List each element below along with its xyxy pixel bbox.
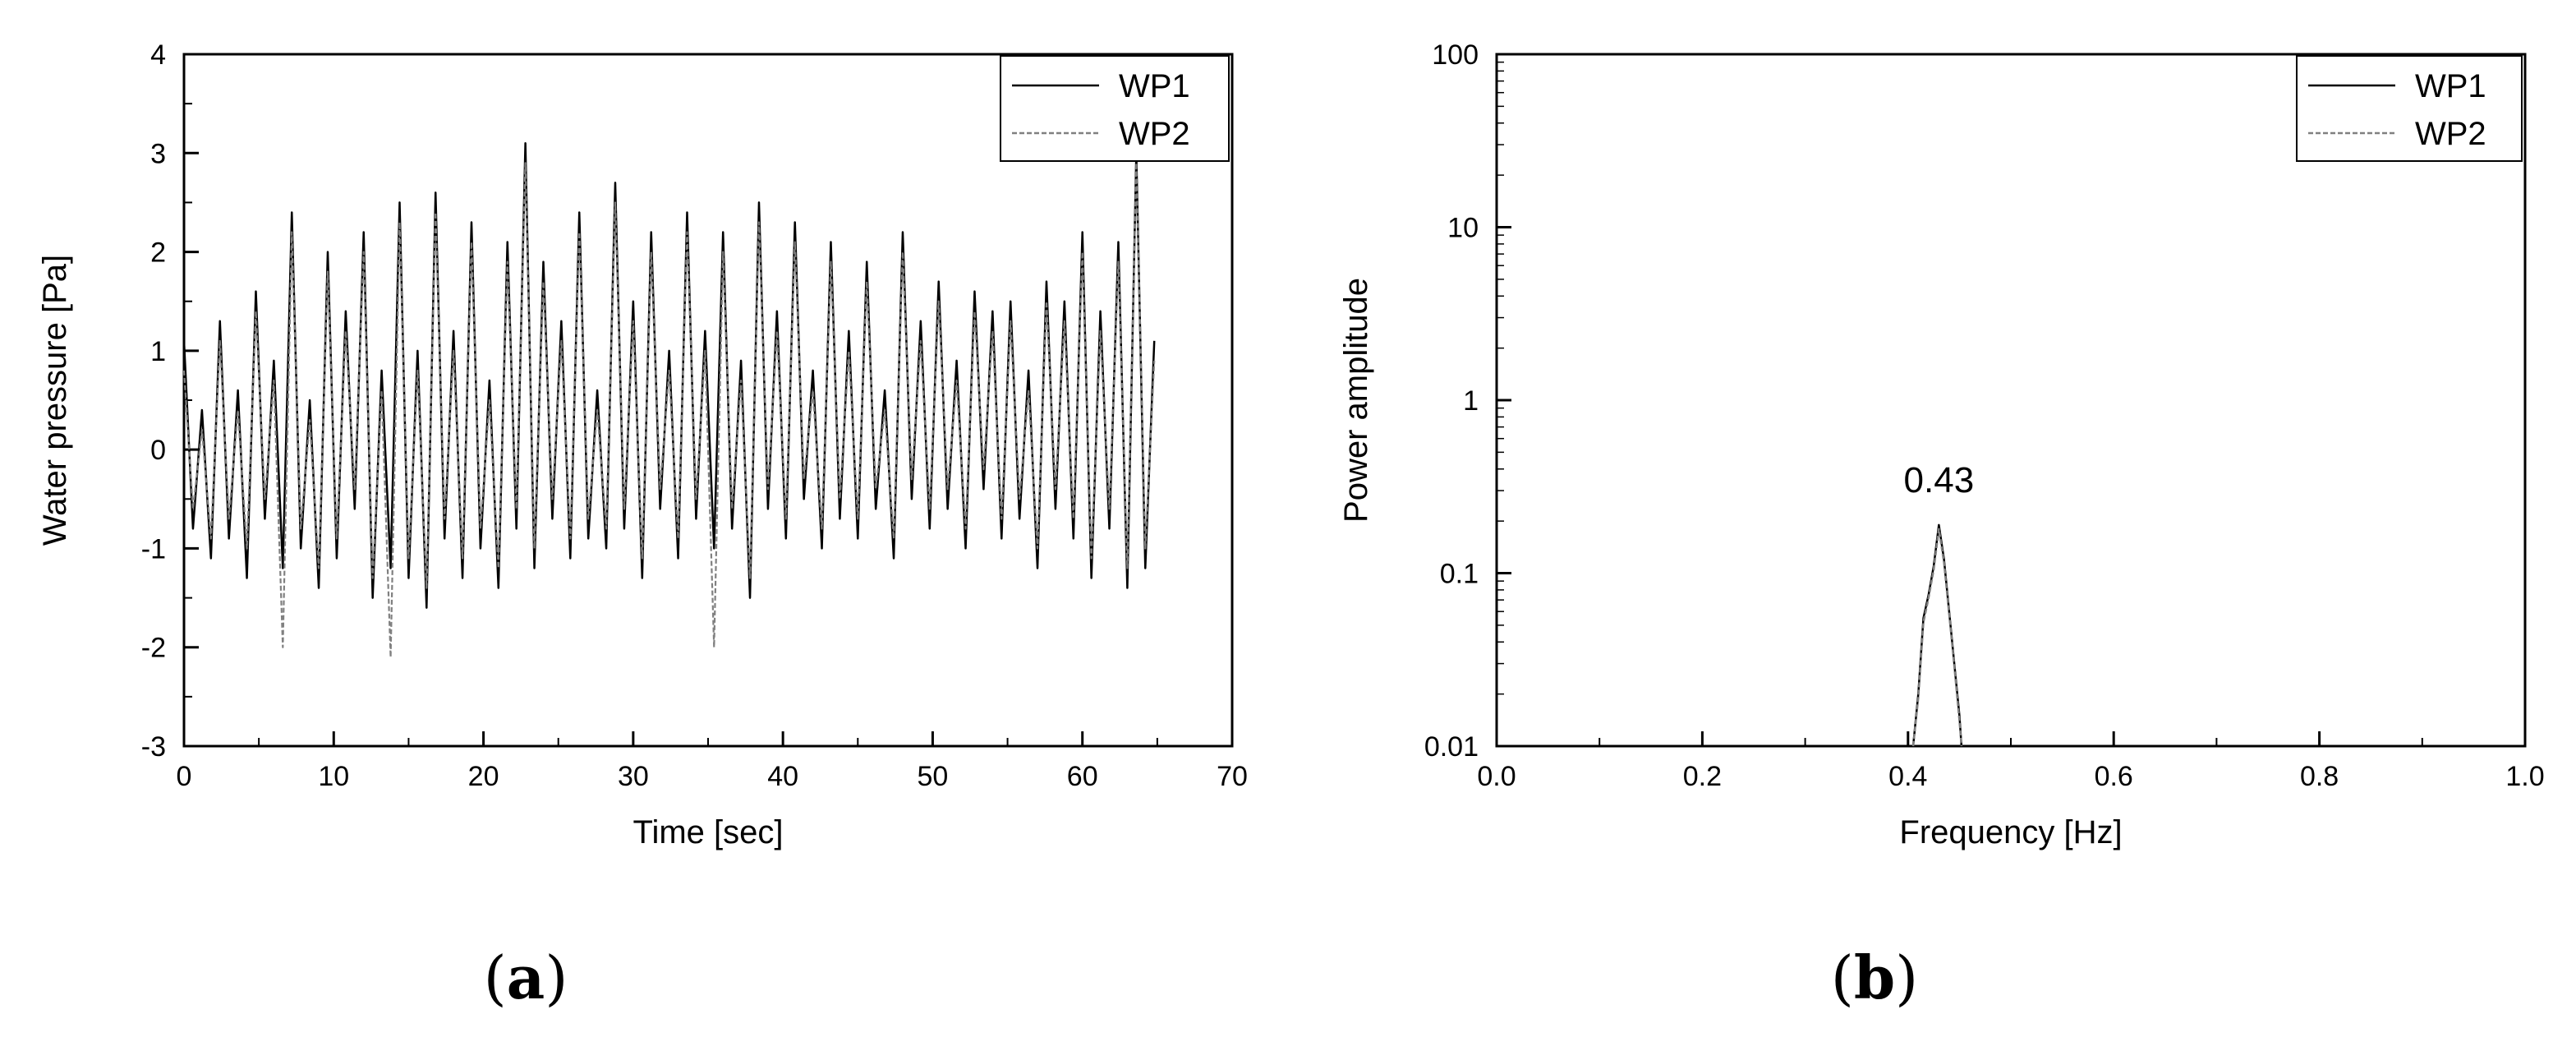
y-tick-label: 0.01 xyxy=(1424,731,1479,763)
peak-annotation: 0.43 xyxy=(1904,460,1975,500)
series-line-wp2 xyxy=(1911,528,1963,747)
panel-label-a: (a) xyxy=(484,943,568,1012)
x-tick-label: 0.4 xyxy=(1888,761,1927,792)
tick-labels: 0.0 0.2 0.4 0.6 0.8 1.0 0.01 0.1 1 10 100 xyxy=(1424,39,2545,792)
y-tick-label: 0 xyxy=(150,435,166,466)
tick-labels: 0 10 20 30 40 50 60 70 -3 -2 -1 0 1 2 3 4 xyxy=(141,39,1248,792)
legend-label-wp2: WP2 xyxy=(1119,116,1190,152)
x-axis-label: Frequency [Hz] xyxy=(1899,814,2122,850)
x-tick-label: 20 xyxy=(468,761,499,792)
x-tick-label: 0.0 xyxy=(1477,761,1516,792)
y-axis-label: Water pressure [Pa] xyxy=(37,255,73,546)
x-tick-label: 0.2 xyxy=(1683,761,1722,792)
y-tick-label: 2 xyxy=(150,237,166,269)
x-tick-label: 10 xyxy=(318,761,349,792)
legend-label-wp1: WP1 xyxy=(2415,68,2486,104)
y-tick-label: 1 xyxy=(1463,385,1479,417)
series-lines xyxy=(182,142,1156,658)
series-lines xyxy=(1911,523,1963,747)
y-tick-label: 4 xyxy=(150,39,166,71)
y-axis-label: Power amplitude xyxy=(1338,278,1374,523)
y-tick-label: 3 xyxy=(150,138,166,169)
legend-box xyxy=(1000,55,1230,162)
tick-marks xyxy=(1495,53,2527,748)
legend-box xyxy=(2296,55,2523,162)
x-tick-label: 0.6 xyxy=(2095,761,2133,792)
x-tick-label: 0.8 xyxy=(2300,761,2339,792)
y-tick-label: 10 xyxy=(1447,213,1479,244)
x-tick-label: 50 xyxy=(918,761,949,792)
x-axis-label: Time [sec] xyxy=(633,814,784,850)
x-tick-label: 60 xyxy=(1067,761,1098,792)
x-tick-label: 30 xyxy=(618,761,649,792)
y-tick-label: 0.1 xyxy=(1440,559,1479,590)
x-tick-label: 40 xyxy=(767,761,798,792)
legend-label-wp1: WP1 xyxy=(1119,68,1190,104)
y-tick-label: 100 xyxy=(1432,39,1479,71)
power-spectrum-chart: 0.0 0.2 0.4 0.6 0.8 1.0 0.01 0.1 1 10 100 0.43 Fre… xyxy=(1338,39,2545,1012)
y-tick-label: -2 xyxy=(141,633,166,664)
legend-label-wp2: WP2 xyxy=(2415,116,2486,152)
series-line-wp1 xyxy=(1911,523,1963,747)
x-tick-label: 70 xyxy=(1217,761,1248,792)
time-series-chart: 0 10 20 30 40 50 60 70 -3 -2 -1 0 1 2 3 4 Time [sec] Wa… xyxy=(37,39,1248,1012)
series-line-wp1 xyxy=(182,142,1156,609)
series-line-wp2 xyxy=(182,162,1156,658)
y-tick-label: -1 xyxy=(141,533,166,565)
panel-label-b: (b) xyxy=(1831,943,1919,1012)
y-tick-label: 1 xyxy=(150,336,166,367)
x-tick-label: 0 xyxy=(177,761,192,792)
y-tick-label: -3 xyxy=(141,731,166,763)
tick-marks xyxy=(182,53,1234,748)
x-tick-label: 1.0 xyxy=(2505,761,2544,792)
